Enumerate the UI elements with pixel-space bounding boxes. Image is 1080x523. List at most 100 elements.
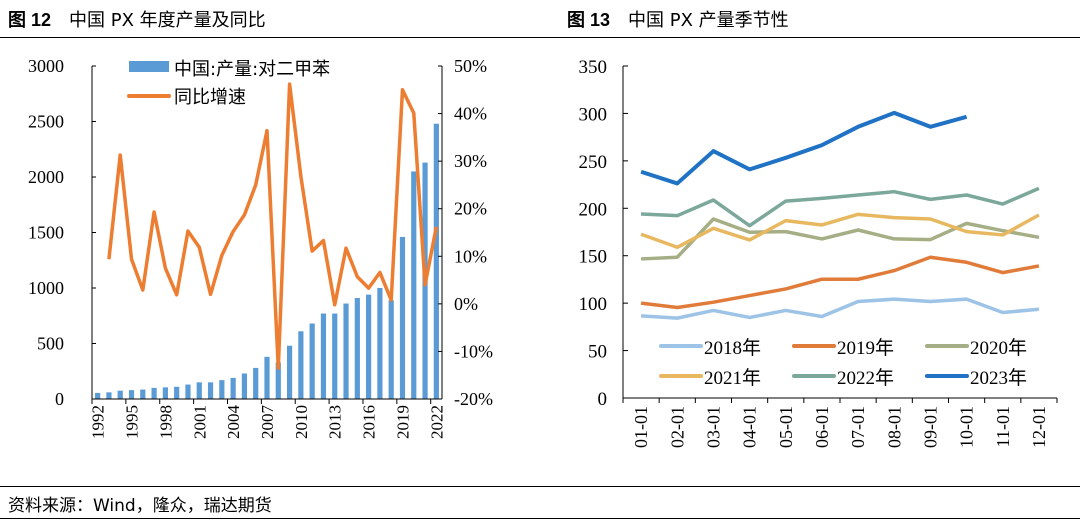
x-tick-label: 07-01 [848,406,868,448]
y-tick-label: 300 [579,104,608,125]
series-line-2018年 [640,297,1040,320]
figure-12-title: 图 12 中国 PX 年度产量及同比 [8,6,266,32]
series-line-2022年 [641,186,1040,228]
figure-12-number: 图 12 [8,10,52,30]
bottom-divider [0,518,1080,519]
legend-label-2022年: 2022年 [837,367,894,389]
x-tick-label: 2016 [360,405,379,439]
x-tick-label: 11-01 [993,406,1013,447]
x-tick-label: 06-01 [812,406,832,448]
bar-1992 [95,392,101,399]
bar-2022 [433,123,439,399]
x-tick-label: 1998 [156,405,175,439]
y-tick-label: 350 [579,57,608,78]
y-tick-label: 0 [598,389,608,410]
right-tick-label: 50% [454,56,487,76]
x-tick-label: 12-01 [1029,406,1049,448]
y-tick-label: 50 [588,342,607,363]
bar-1996 [140,389,146,399]
x-tick-label: 2001 [190,405,209,439]
bar-2013 [332,313,338,399]
figure-12-caption: 中国 PX 年度产量及同比 [69,10,266,31]
legend-label-growth: 同比增速 [174,87,246,108]
x-tick-label: 2007 [258,405,277,440]
left-tick-label: 2500 [28,112,64,132]
bar-2016 [366,294,372,399]
x-tick-label: 2019 [393,405,412,439]
legend-label-2021年: 2021年 [704,367,761,389]
legend-label-production: 中国:产量:对二甲苯 [174,59,330,80]
bar-1994 [117,390,123,399]
chart-seasonal-production: 0 50 100 150 200 250 300 350 01-01 02-01 03-01 04-0… [579,57,1058,448]
header-divider [0,37,1080,38]
series-line-2021年 [640,212,1040,250]
growth-rate-line [107,82,439,370]
figure-13-caption: 中国 PX 产量季节性 [628,10,789,31]
x-tick-label: 02-01 [667,406,687,448]
legend-swatch-production [129,61,169,72]
bar-1998 [162,387,168,399]
x-tick-label: 08-01 [884,406,904,448]
y-tick-label: 100 [579,294,608,315]
bar-1993 [106,392,112,399]
series-line-2023年 [640,110,968,186]
bar-2006 [253,367,259,399]
bar-1995 [128,390,135,399]
series-line-2019年 [640,255,1040,310]
bar-1997 [151,387,157,399]
x-tick-label: 05-01 [776,406,796,448]
x-tick-label: 2004 [224,405,243,440]
legend-label-2020年: 2020年 [970,337,1027,359]
left-tick-label: 1000 [28,278,64,298]
x-tick-label: 10-01 [957,406,977,448]
legend-label-2018年: 2018年 [704,337,761,359]
bar-2019 [399,236,406,399]
left-tick-label: 1500 [28,223,64,243]
x-tick-label: 1992 [89,405,108,439]
figure-13-number: 图 13 [567,10,611,30]
bar-2002 [207,382,214,399]
bar-1999 [174,386,180,399]
bar-2011 [309,323,315,399]
x-tick-label: 2013 [326,405,345,439]
bar-2018 [388,300,394,399]
right-tick-label: 10% [454,246,487,266]
bar-2010 [298,331,304,399]
legend-label-2019年: 2019年 [837,337,894,359]
x-tick-label: 04-01 [740,406,760,448]
bar-2008 [275,362,281,399]
y-tick-label: 150 [579,247,608,268]
bar-2007 [264,356,270,399]
source-note: 资料来源：Wind，隆众，瑞达期货 [8,496,272,516]
y-tick-label: 250 [579,152,608,173]
bar-2012 [320,313,327,399]
x-tick-label: 01-01 [631,406,651,448]
right-tick-label: 30% [454,151,487,171]
left-tick-label: 3000 [28,56,64,76]
left-tick-label: 500 [37,334,64,354]
series-line-2020年 [641,217,1040,261]
bar-2005 [241,373,248,399]
chart-annual-production: 0 500 1000 1500 2000 2500 3000 -20% -10% 0% 10% 20%… [28,56,493,440]
bar-2000 [185,384,191,399]
right-tick-label: 40% [454,104,487,124]
bar-2014 [343,303,349,399]
right-tick-label: 20% [454,199,487,219]
x-tick-label: 2010 [292,405,311,439]
legend-label-2023年: 2023年 [970,367,1027,389]
right-tick-label: -10% [454,341,493,361]
bar-2001 [196,382,202,399]
footer-divider [0,486,1080,487]
right-tick-label: 0% [454,294,478,314]
bar-2020 [411,171,417,399]
figure-13-title: 图 13 中国 PX 产量季节性 [567,6,789,32]
bar-2017 [377,288,383,399]
x-tick-label: 1995 [123,405,142,439]
x-tick-label: 09-01 [920,406,940,448]
bar-2015 [354,297,360,399]
bar-2004 [230,377,236,399]
left-tick-label: 2000 [28,167,64,187]
bar-2009 [286,345,293,399]
bar-2003 [219,380,225,399]
x-tick-label: 2022 [427,405,446,439]
